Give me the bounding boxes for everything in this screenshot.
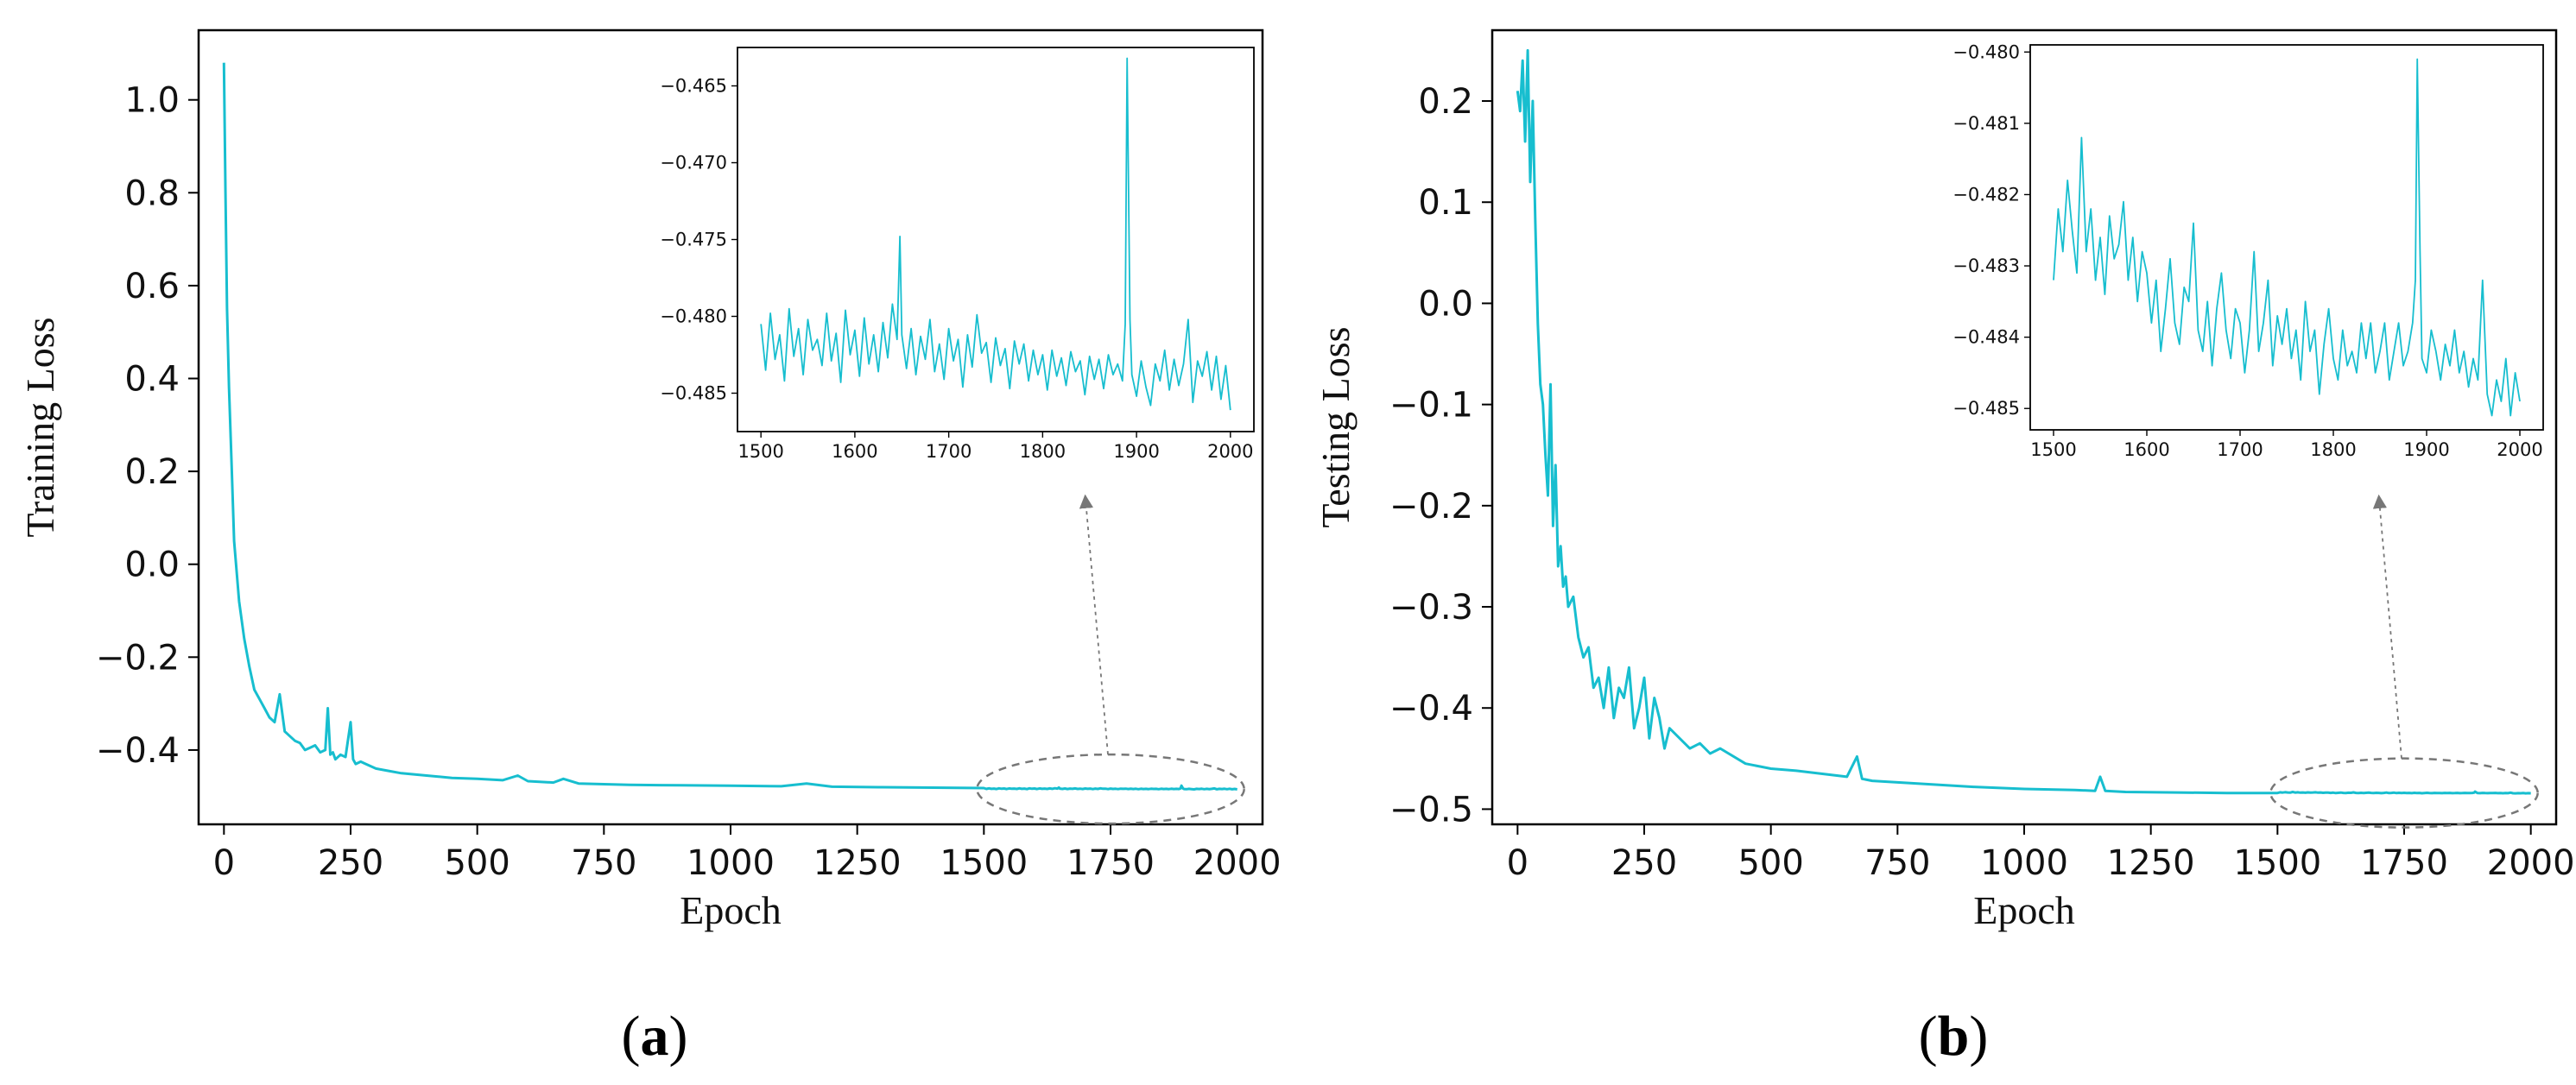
inset-x-tick-label: 2000 (1207, 441, 1253, 462)
training-loss-chart: 0 250 500 750 1000 1250 1500 1750 2000 1.0 0.8 0.6 0… (18, 28, 1282, 932)
zoom-arrow (1079, 494, 1109, 755)
inset-y-tick-label: −0.465 (660, 76, 727, 97)
x-tick-label: 1000 (1980, 843, 2068, 883)
y-tick-label: 1.0 (124, 81, 180, 121)
testing-loss-chart: 0 250 500 750 1000 1250 1500 1750 2000 0.2 0.1 0.0 −… (1313, 28, 2575, 932)
inset-x-tick-label: 1600 (2123, 439, 2169, 460)
x-tick-label: 500 (444, 843, 510, 883)
zoom-region-ellipse (2269, 757, 2539, 829)
inset-y-tick-label: −0.475 (660, 230, 727, 250)
y-axis-label: Testing Loss (1313, 326, 1358, 527)
x-tick-label: 1500 (940, 843, 1028, 883)
inset-chart: 1500 1600 1700 1800 1900 2000 −0.480 −0.481 −0.4… (1953, 41, 2544, 460)
y-tick-label: 0.8 (124, 173, 180, 213)
inset-y-tick-label: −0.481 (1953, 113, 2020, 134)
y-tick-label: −0.4 (96, 731, 180, 771)
x-tick-label: 750 (571, 843, 636, 883)
y-tick-label: 0.1 (1418, 183, 1473, 223)
y-tick-label: −0.3 (1389, 588, 1473, 628)
x-tick-label: 250 (1611, 843, 1677, 883)
inset-series-line (760, 57, 1231, 411)
inset-chart: 1500 1600 1700 1800 1900 2000 −0.465 −0.470 −0.4… (660, 47, 1255, 462)
inset-y-tick-label: −0.480 (1953, 41, 2020, 62)
zoom-region-ellipse (976, 753, 1245, 825)
x-tick-label: 750 (1864, 843, 1930, 883)
x-tick-label: 250 (318, 843, 383, 883)
y-tick-label: 0.0 (1418, 284, 1473, 324)
inset-x-tick-label: 1600 (832, 441, 877, 462)
x-tick-label: 2000 (2487, 843, 2575, 883)
inset-y-tick-label: −0.485 (1953, 398, 2020, 419)
series-line (1516, 48, 2531, 795)
inset-y-tick-label: −0.470 (660, 153, 727, 173)
inset-x-tick-label: 2000 (2497, 439, 2542, 460)
y-tick-label: 0.0 (124, 546, 180, 585)
inset-x-tick-label: 1900 (2403, 439, 2449, 460)
inset-x-tick-label: 1500 (737, 441, 783, 462)
inset-y-tick-label: −0.480 (660, 306, 727, 327)
y-tick-label: −0.5 (1389, 790, 1473, 830)
y-tick-label: −0.2 (1389, 487, 1473, 527)
inset-x-tick-label: 1700 (2217, 439, 2263, 460)
y-tick-label: −0.4 (1389, 689, 1473, 729)
x-axis-label: Epoch (680, 888, 782, 932)
caption-a: (a) (622, 1005, 688, 1068)
x-tick-label: 1000 (687, 843, 775, 883)
x-tick-label: 0 (1507, 843, 1529, 883)
y-tick-label: −0.1 (1389, 386, 1473, 426)
inset-x-tick-label: 1700 (926, 441, 972, 462)
inset-frame (737, 47, 1255, 432)
x-tick-label: 0 (213, 843, 235, 883)
series-line (222, 62, 1237, 791)
x-tick-label: 1500 (2233, 843, 2321, 883)
inset-x-tick-label: 1800 (1020, 441, 1066, 462)
caption-b: (b) (1919, 1005, 1989, 1068)
inset-x-tick-label: 1800 (2310, 439, 2356, 460)
x-tick-label: 500 (1737, 843, 1803, 883)
x-tick-label: 1750 (1066, 843, 1155, 883)
inset-x-tick-label: 1900 (1113, 441, 1159, 462)
y-tick-label: 0.4 (124, 360, 180, 400)
inset-x-tick-label: 1500 (2030, 439, 2076, 460)
x-tick-label: 2000 (1193, 843, 1282, 883)
y-tick-label: 0.2 (124, 452, 180, 492)
inset-y-tick-label: −0.483 (1953, 255, 2020, 276)
inset-y-tick-label: −0.485 (660, 383, 727, 404)
y-tick-label: 0.2 (1418, 82, 1473, 122)
inset-y-tick-label: −0.482 (1953, 184, 2020, 205)
x-tick-label: 1250 (813, 843, 902, 883)
y-axis-label: Training Loss (18, 317, 62, 537)
zoom-arrow (2372, 494, 2402, 759)
x-axis-label: Epoch (1973, 888, 2075, 932)
x-tick-label: 1750 (2360, 843, 2448, 883)
y-tick-label: 0.6 (124, 267, 180, 306)
inset-y-tick-label: −0.484 (1953, 327, 2020, 348)
inset-series-line (2053, 58, 2521, 417)
x-tick-label: 1250 (2107, 843, 2195, 883)
y-tick-label: −0.2 (96, 638, 180, 678)
